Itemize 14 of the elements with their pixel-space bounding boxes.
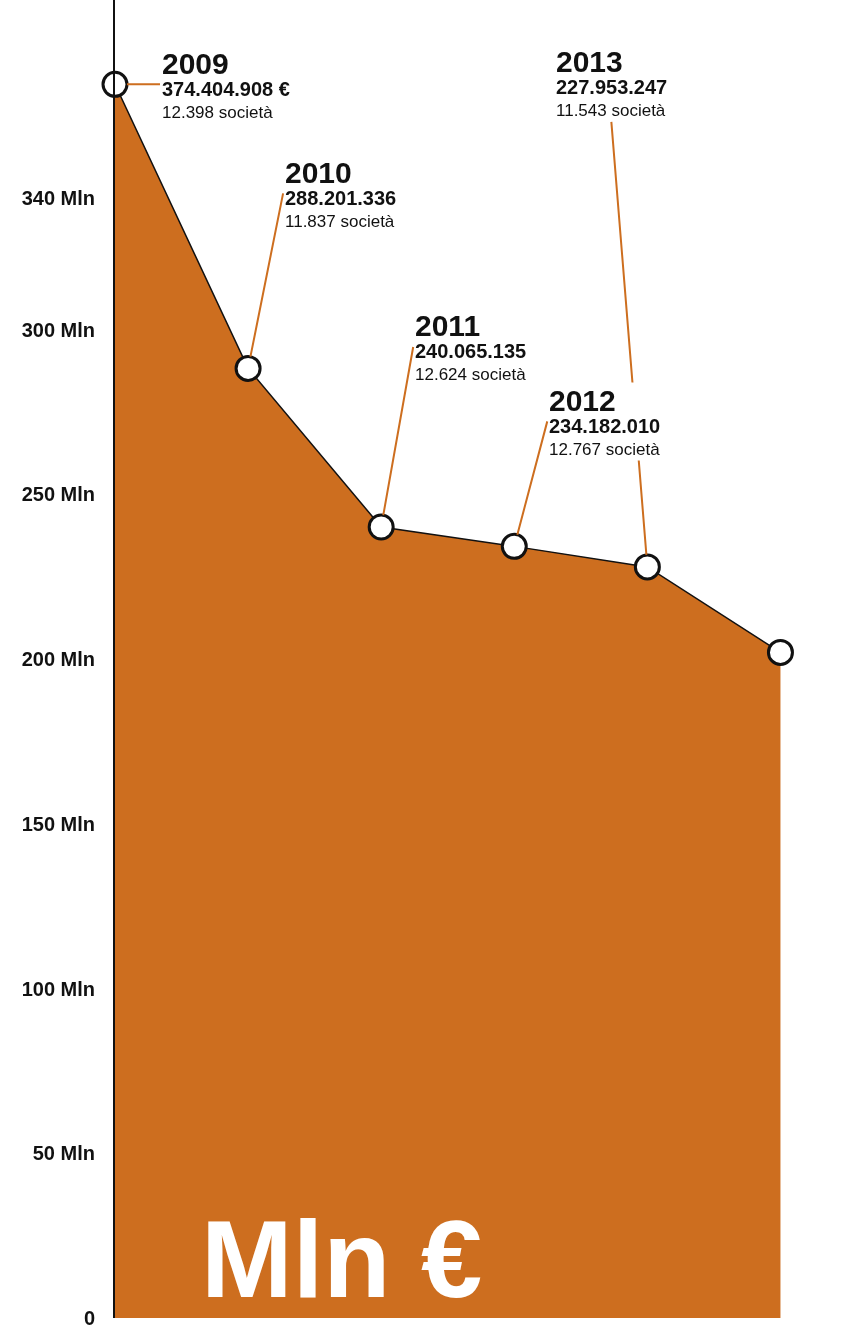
y-tick-label: 300 Mln: [21, 318, 95, 341]
y-tick-label: 100 Mln: [21, 977, 95, 1000]
annotation: 2012 234.182.010 12.767 società: [549, 384, 661, 460]
annotation: 2009 374.404.908 € 12.398 società: [162, 47, 290, 123]
y-tick-label: 340 Mln: [21, 186, 95, 209]
annotation: 2011 240.065.135 12.624 società: [415, 309, 527, 385]
y-tick-label: 200 Mln: [21, 648, 95, 670]
y-tick-label: 0: [83, 1307, 95, 1329]
annotation: 2010 288.201.336 11.837 società: [285, 156, 397, 232]
annotation: Mln €: [201, 1197, 483, 1320]
y-tick-label: 250 Mln: [21, 483, 95, 506]
y-tick-label: 150 Mln: [21, 812, 95, 835]
annotation: 2013 227.953.247 11.543 società: [556, 45, 668, 121]
y-tick-label: 50 Mln: [32, 1142, 95, 1165]
